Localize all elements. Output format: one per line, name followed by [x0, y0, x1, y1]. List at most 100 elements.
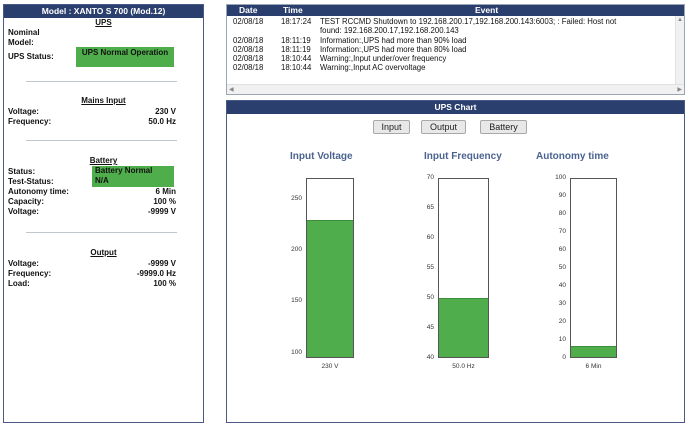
capacity-label: Capacity:: [8, 197, 45, 206]
y-tick-label: 30: [558, 300, 566, 307]
log-event: Warning:,Input under/over frequency: [320, 54, 447, 63]
gauge-frame: [306, 178, 354, 358]
ups-status-badge: UPS Normal Operation: [76, 47, 174, 67]
y-tick-label: 50: [558, 264, 566, 271]
mains-voltage-row: Voltage: 230 V: [8, 107, 176, 117]
event-log-body: 02/08/18 18:17:24 TEST RCCMD Shutdown to…: [227, 16, 684, 85]
battery-section-title: Battery: [89, 156, 118, 165]
log-event-line: TEST RCCMD Shutdown to 192.168.200.17,19…: [320, 17, 617, 26]
y-tick-label: 45: [426, 324, 434, 331]
gauge-frame: [570, 178, 617, 358]
y-tick-label: 100: [291, 348, 302, 356]
event-log[interactable]: Date Time Event 02/08/18 18:17:24 TEST R…: [226, 4, 685, 95]
value-label: 230 V: [321, 363, 339, 370]
output-load-value: 100 %: [153, 279, 176, 288]
divider: [26, 81, 177, 82]
log-date: 02/08/18: [233, 54, 264, 63]
mains-frequency-value: 50.0 Hz: [148, 117, 176, 126]
capacity-row: Capacity: 100 %: [8, 197, 176, 207]
mains-input-title: Mains Input: [81, 96, 126, 105]
ups-chart-panel: UPS Chart Input Output Battery Input Vol…: [226, 100, 685, 423]
column-time[interactable]: Time: [283, 5, 303, 15]
column-event[interactable]: Event: [475, 5, 499, 15]
y-tick-label: 60: [426, 234, 434, 241]
output-frequency-value: -9999.0 Hz: [136, 269, 176, 278]
output-frequency-label: Frequency:: [8, 269, 52, 278]
y-tick-label: 70: [426, 174, 434, 181]
battery-test-label: Test-Status:: [8, 177, 54, 186]
y-tick-label: 50: [426, 294, 434, 301]
battery-status-row: Status:: [8, 167, 176, 177]
y-tick-label: 150: [291, 297, 302, 305]
divider: [26, 232, 177, 233]
scroll-right-icon[interactable]: ▶: [677, 87, 682, 93]
log-time: 18:11:19: [281, 45, 311, 54]
log-time: 18:11:19: [281, 36, 311, 45]
log-date: 02/08/18: [233, 17, 264, 26]
ups-status-label: UPS Status:: [8, 52, 54, 61]
column-date[interactable]: Date: [239, 5, 258, 15]
divider: [26, 140, 177, 141]
ups-status-row: UPS Status:: [8, 52, 176, 62]
battery-status-value: Battery Normal: [95, 166, 153, 175]
scroll-left-icon[interactable]: ◀: [229, 87, 234, 93]
log-event: TEST RCCMD Shutdown to 192.168.200.17,19…: [320, 17, 672, 35]
value-label: 50.0 Hz: [452, 363, 475, 370]
battery-voltage-row: Voltage: -9999 V: [8, 207, 176, 217]
event-log-header: Date Time Event: [227, 5, 684, 16]
horizontal-scrollbar[interactable]: ◀ ▶: [227, 84, 684, 94]
log-date: 02/08/18: [233, 45, 264, 54]
autonomy-value: 6 Min: [155, 187, 176, 196]
output-load-label: Load:: [8, 279, 30, 288]
model-label: Model:: [8, 38, 34, 47]
chart-title: Input Frequency: [424, 151, 502, 162]
ups-chart-header: UPS Chart: [227, 101, 684, 114]
gauge-frame: [438, 178, 489, 358]
battery-button[interactable]: Battery: [480, 120, 527, 134]
y-tick-label: 65: [426, 204, 434, 211]
log-date: 02/08/18: [233, 63, 264, 72]
y-tick-label: 80: [558, 210, 566, 217]
y-tick-label: 55: [426, 264, 434, 271]
y-tick-label: 40: [426, 354, 434, 361]
nominal-label: Nominal: [8, 28, 40, 37]
output-load-row: Load: 100 %: [8, 279, 176, 289]
log-date: 02/08/18: [233, 36, 264, 45]
log-event: Information:,UPS had more than 80% load: [320, 45, 467, 54]
chart-title: Autonomy time: [536, 151, 609, 162]
gauge-bar: [439, 297, 488, 357]
model-header: Model : XANTO S 700 (Mod.12): [4, 5, 203, 18]
y-tick-label: 60: [558, 246, 566, 253]
log-time: 18:10:44: [281, 63, 312, 72]
log-time: 18:17:24: [281, 17, 312, 26]
log-row[interactable]: 02/08/18 18:10:44 Warning:,Input AC over…: [227, 63, 675, 72]
scroll-up-icon[interactable]: ▲: [677, 17, 683, 23]
battery-test-row: Test-Status:: [8, 177, 176, 187]
output-voltage-row: Voltage: -9999 V: [8, 259, 176, 269]
autonomy-label: Autonomy time:: [8, 187, 69, 196]
chart-title: Input Voltage: [290, 151, 353, 162]
vertical-scrollbar[interactable]: ▲: [675, 16, 684, 85]
y-tick-label: 10: [558, 336, 566, 343]
log-row[interactable]: 02/08/18 18:10:44 Warning:,Input under/o…: [227, 54, 675, 63]
log-row[interactable]: 02/08/18 18:11:19 Information:,UPS had m…: [227, 36, 675, 45]
output-button[interactable]: Output: [421, 120, 466, 134]
log-row[interactable]: 02/08/18 18:11:19 Information:,UPS had m…: [227, 45, 675, 54]
battery-voltage-label: Voltage:: [8, 207, 39, 216]
log-row[interactable]: 02/08/18 18:17:24 TEST RCCMD Shutdown to…: [227, 17, 675, 35]
output-frequency-row: Frequency: -9999.0 Hz: [8, 269, 176, 279]
y-tick-label: 250: [291, 194, 302, 202]
y-tick-label: 40: [558, 282, 566, 289]
mains-frequency-label: Frequency:: [8, 117, 52, 126]
y-tick-label: 200: [291, 246, 302, 253]
gauge-bar: [307, 219, 353, 357]
autonomy-row: Autonomy time: 6 Min: [8, 187, 176, 197]
model-row: Model:: [8, 38, 176, 48]
input-button[interactable]: Input: [373, 120, 410, 134]
battery-test-value: N/A: [95, 176, 109, 185]
battery-status-badge: Battery Normal N/A: [92, 166, 174, 187]
gauge-bar: [571, 346, 616, 357]
capacity-value: 100 %: [153, 197, 176, 206]
y-tick-label: 0: [562, 354, 566, 361]
battery-status-label: Status:: [8, 167, 36, 176]
